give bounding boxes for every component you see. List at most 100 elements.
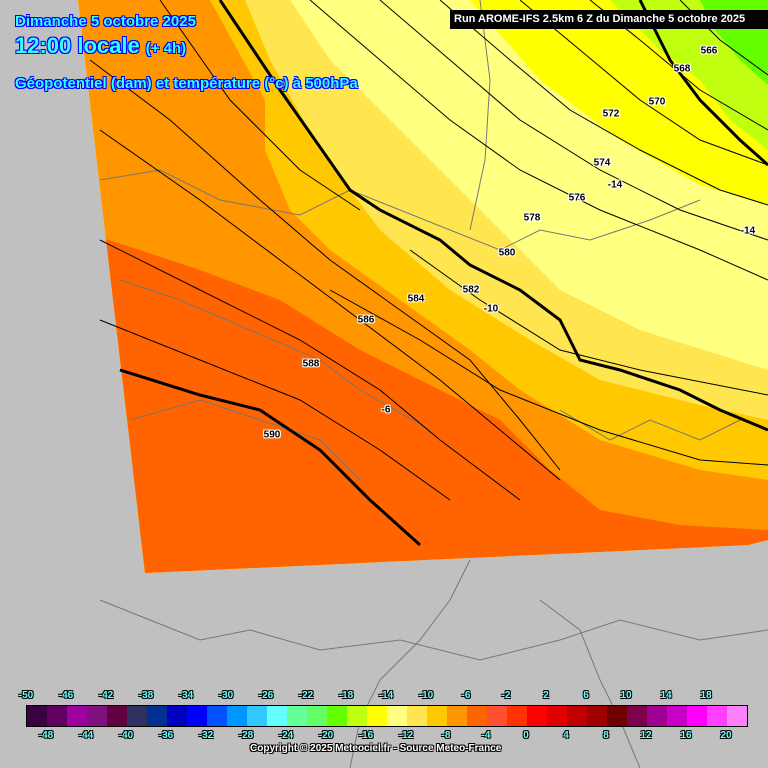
legend-swatch [347, 706, 367, 726]
temperature-label: -14 [607, 179, 623, 191]
lead-time: (+ 4h) [145, 40, 187, 57]
legend-tick-top: -42 [98, 690, 114, 701]
legend-tick-top: 10 [620, 690, 632, 701]
legend-swatch [187, 706, 207, 726]
legend-swatch [547, 706, 567, 726]
contour-label: 578 [523, 212, 541, 224]
legend-tick-top: 18 [700, 690, 712, 701]
legend-swatch [267, 706, 287, 726]
legend-tick-top: -2 [501, 690, 511, 701]
legend-swatch [687, 706, 707, 726]
legend-tick-bottom: -44 [78, 730, 94, 741]
contour-label: 582 [462, 284, 480, 296]
contour-label: 576 [568, 192, 586, 204]
temperature-label: -6 [381, 404, 391, 416]
legend-swatch [667, 706, 687, 726]
legend-swatch [427, 706, 447, 726]
legend-swatch [647, 706, 667, 726]
contour-label: 586 [357, 314, 375, 326]
legend-swatch [227, 706, 247, 726]
legend-tick-bottom: 0 [523, 730, 529, 741]
legend-tick-bottom: 16 [680, 730, 692, 741]
legend-tick-top: -10 [418, 690, 434, 701]
legend-tick-bottom: -16 [358, 730, 374, 741]
contour-label: 568 [673, 63, 691, 75]
contour-label: 570 [648, 96, 666, 108]
legend-tick-bottom: 8 [603, 730, 609, 741]
legend-swatch [47, 706, 67, 726]
legend-swatch [587, 706, 607, 726]
legend-swatch [487, 706, 507, 726]
legend-swatch [467, 706, 487, 726]
legend-tick-bottom: -28 [238, 730, 254, 741]
legend-swatch [707, 706, 727, 726]
legend-tick-top: -30 [218, 690, 234, 701]
legend-swatch [367, 706, 387, 726]
legend-tick-top: -34 [178, 690, 194, 701]
legend-swatch [507, 706, 527, 726]
legend-swatch [27, 706, 47, 726]
thick-isolines [119, 0, 768, 547]
legend-swatch [247, 706, 267, 726]
legend-tick-bottom: -8 [441, 730, 451, 741]
legend-tick-bottom: -4 [481, 730, 491, 741]
legend-swatch [87, 706, 107, 726]
legend-swatch [287, 706, 307, 726]
legend-tick-top: -26 [258, 690, 274, 701]
legend-tick-top: 2 [543, 690, 549, 701]
legend-tick-bottom: -40 [118, 730, 134, 741]
legend-tick-bottom: -36 [158, 730, 174, 741]
contour-label: 574 [593, 157, 611, 169]
legend-swatch [67, 706, 87, 726]
legend-swatch [447, 706, 467, 726]
contour-label: 590 [263, 429, 281, 441]
legend-tick-top: -22 [298, 690, 314, 701]
legend-swatch [327, 706, 347, 726]
legend-tick-bottom: -48 [38, 730, 54, 741]
legend-swatch [567, 706, 587, 726]
run-info-banner: Run AROME-IFS 2.5km 6 Z du Dimanche 5 oc… [450, 10, 768, 29]
contour-label: 584 [407, 293, 425, 305]
legend-swatch [307, 706, 327, 726]
legend-tick-top: -18 [338, 690, 354, 701]
legend-tick-top: -6 [461, 690, 471, 701]
legend-tick-bottom: -12 [398, 730, 414, 741]
legend-tick-top: -46 [58, 690, 74, 701]
legend-swatch [407, 706, 427, 726]
contour-label: 566 [700, 45, 718, 57]
contour-label: 580 [498, 247, 516, 259]
local-time: 12:00 locale [15, 33, 140, 58]
legend-swatch [147, 706, 167, 726]
legend-tick-bottom: -24 [278, 730, 294, 741]
legend-swatch [627, 706, 647, 726]
border-lines [99, 0, 768, 768]
legend-tick-top: -50 [18, 690, 34, 701]
legend-tick-bottom: -32 [198, 730, 214, 741]
contour-label: 588 [302, 358, 320, 370]
legend-tick-bottom: 20 [720, 730, 732, 741]
legend-tick-top: -38 [138, 690, 154, 701]
legend-tick-bottom: 12 [640, 730, 652, 741]
legend-tick-bottom: -20 [318, 730, 334, 741]
legend-swatch [127, 706, 147, 726]
legend-tick-bottom: 4 [563, 730, 569, 741]
legend-swatch [727, 706, 747, 726]
forecast-time: 12:00 locale (+ 4h) [15, 33, 186, 59]
legend-swatch [387, 706, 407, 726]
color-scale-legend [26, 705, 748, 727]
temperature-label: -14 [740, 225, 756, 237]
contour-label: 572 [602, 108, 620, 120]
legend-tick-top: -14 [378, 690, 394, 701]
legend-swatch [207, 706, 227, 726]
legend-swatch [167, 706, 187, 726]
legend-swatch [527, 706, 547, 726]
legend-tick-top: 6 [583, 690, 589, 701]
forecast-date: Dimanche 5 octobre 2025 [15, 13, 196, 30]
temperature-label: -10 [483, 303, 499, 315]
legend-swatch [107, 706, 127, 726]
legend-swatch [607, 706, 627, 726]
copyright-text: Copyright © 2025 Meteociel.fr - Source M… [250, 743, 502, 754]
legend-tick-top: 14 [660, 690, 672, 701]
